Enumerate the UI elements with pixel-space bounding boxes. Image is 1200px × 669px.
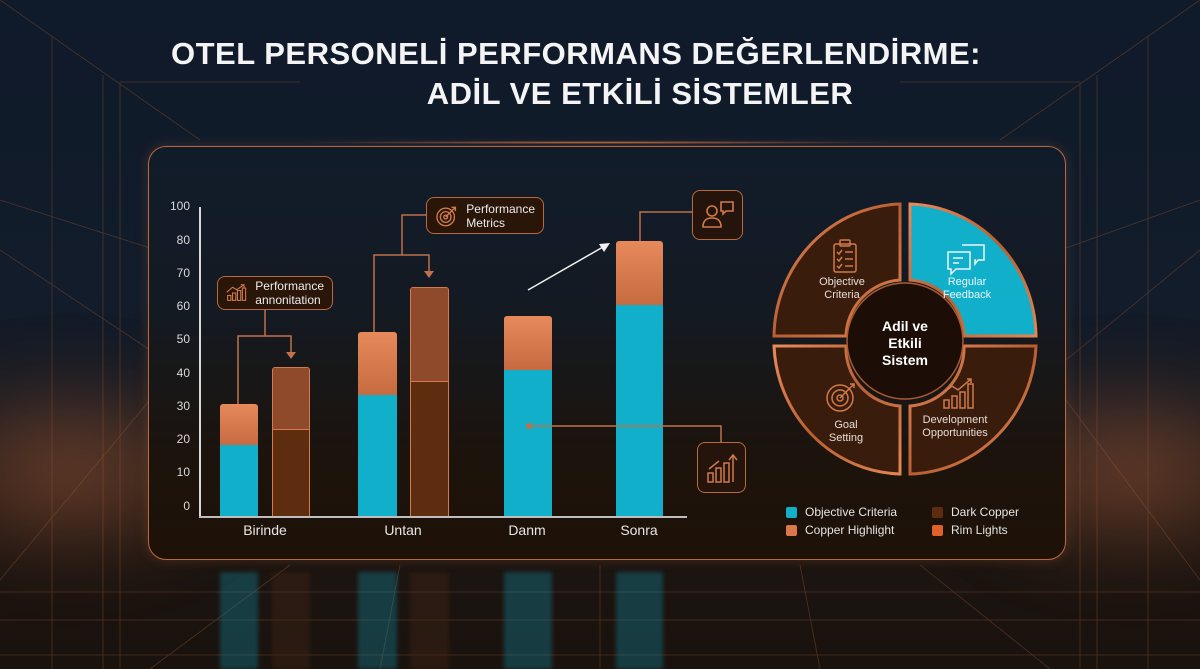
chat-bubbles-icon bbox=[947, 244, 985, 276]
legend-item-rim-lights[interactable]: Rim Lights bbox=[932, 523, 1008, 537]
wheel-segment-objective-criteria bbox=[772, 202, 902, 338]
y-tick: 50 bbox=[176, 332, 190, 346]
y-tick: 70 bbox=[176, 266, 190, 280]
x-label-birinde: Birinde bbox=[243, 522, 287, 538]
bar-segment-dark-copper bbox=[273, 429, 309, 516]
bar-segment-copper-highlight bbox=[220, 404, 258, 445]
growth-chart-icon-box[interactable] bbox=[697, 442, 746, 493]
y-tick: 40 bbox=[176, 366, 190, 380]
wheel-label-goal-setting: Goal Setting bbox=[828, 419, 864, 444]
annotation-label-line1: Performance bbox=[255, 279, 324, 293]
wheel-segment-regular-feedback bbox=[908, 202, 1038, 338]
bar-segment-copper-highlight bbox=[411, 288, 448, 381]
bar-segment-copper-highlight bbox=[358, 332, 397, 395]
legend-item-objective-criteria[interactable]: Objective Criteria bbox=[786, 505, 897, 519]
x-label-untan: Untan bbox=[384, 522, 422, 538]
bar-segment-objective-criteria bbox=[220, 445, 258, 517]
bar-sonra[interactable] bbox=[616, 241, 663, 517]
target-icon bbox=[436, 206, 457, 226]
bar-untan-a[interactable] bbox=[358, 332, 397, 517]
bar-segment-copper-highlight bbox=[616, 241, 663, 305]
legend-swatch bbox=[786, 506, 797, 518]
legend-swatch bbox=[786, 524, 797, 536]
growth-chart-icon bbox=[706, 453, 738, 483]
legend-swatch bbox=[932, 506, 943, 518]
wheel-label-regular-feedback: Regular Feedback bbox=[942, 276, 992, 301]
wheel-segment-development bbox=[908, 344, 1038, 476]
y-tick: 10 bbox=[176, 465, 190, 479]
bar-segment-objective-criteria bbox=[358, 395, 397, 517]
legend-item-dark-copper[interactable]: Dark Copper bbox=[932, 505, 1019, 519]
clipboard-checklist-icon bbox=[833, 239, 857, 273]
wheel-label-objective-criteria: Objective Criteria bbox=[819, 276, 865, 301]
page-title-line1: OTEL PERSONELİ PERFORMANS DEĞERLENDİRME: bbox=[171, 36, 981, 71]
x-label-danm: Danm bbox=[508, 522, 546, 538]
bar-segment-copper-highlight bbox=[273, 368, 309, 429]
x-label-sonra: Sonra bbox=[620, 522, 658, 538]
bar-birinde-a[interactable] bbox=[220, 404, 258, 517]
legend-item-copper-highlight[interactable]: Copper Highlight bbox=[786, 523, 894, 537]
target-icon bbox=[826, 383, 855, 412]
y-tick: 80 bbox=[176, 233, 190, 247]
title-glow-line bbox=[300, 141, 900, 144]
annotation-label-line2: Metrics bbox=[466, 215, 505, 230]
bar-untan-b[interactable] bbox=[410, 287, 449, 517]
growth-chart-icon bbox=[941, 378, 974, 409]
page-title-line2: ADİL VE ETKİLİ SİSTEMLER bbox=[426, 76, 854, 111]
bar-segment-copper-highlight bbox=[504, 316, 552, 370]
bar-birinde-b[interactable] bbox=[272, 367, 310, 517]
y-tick: 20 bbox=[176, 432, 190, 446]
bar-segment-dark-copper bbox=[411, 381, 448, 516]
annotation-performance-metrics[interactable]: Performance Metrics bbox=[426, 197, 544, 234]
annotation-label-line1: Performance bbox=[466, 201, 535, 216]
y-tick: 60 bbox=[176, 299, 190, 313]
wheel-label-development-opportunities: Development Opportunities bbox=[922, 414, 988, 439]
bar-segment-objective-criteria bbox=[616, 305, 663, 517]
y-tick: 30 bbox=[176, 399, 190, 413]
y-axis bbox=[199, 207, 201, 518]
user-feedback-icon bbox=[701, 201, 734, 228]
growth-chart-icon bbox=[226, 284, 247, 301]
bar-segment-objective-criteria bbox=[504, 370, 552, 517]
wheel-center-label: Adil ve Etkili Sistem bbox=[882, 318, 928, 368]
annotation-performance-annonitation[interactable]: Performance annonitation bbox=[217, 276, 333, 310]
bar-danm[interactable] bbox=[504, 316, 552, 517]
legend-swatch bbox=[932, 524, 943, 536]
floor-reflection bbox=[200, 572, 1066, 669]
user-feedback-icon-box[interactable] bbox=[692, 190, 743, 240]
x-axis bbox=[199, 516, 687, 518]
annotation-label-line2: annonitation bbox=[255, 293, 321, 307]
y-tick: 100 bbox=[169, 199, 190, 213]
y-tick: 0 bbox=[183, 499, 190, 513]
wheel-diagram bbox=[772, 202, 1038, 476]
